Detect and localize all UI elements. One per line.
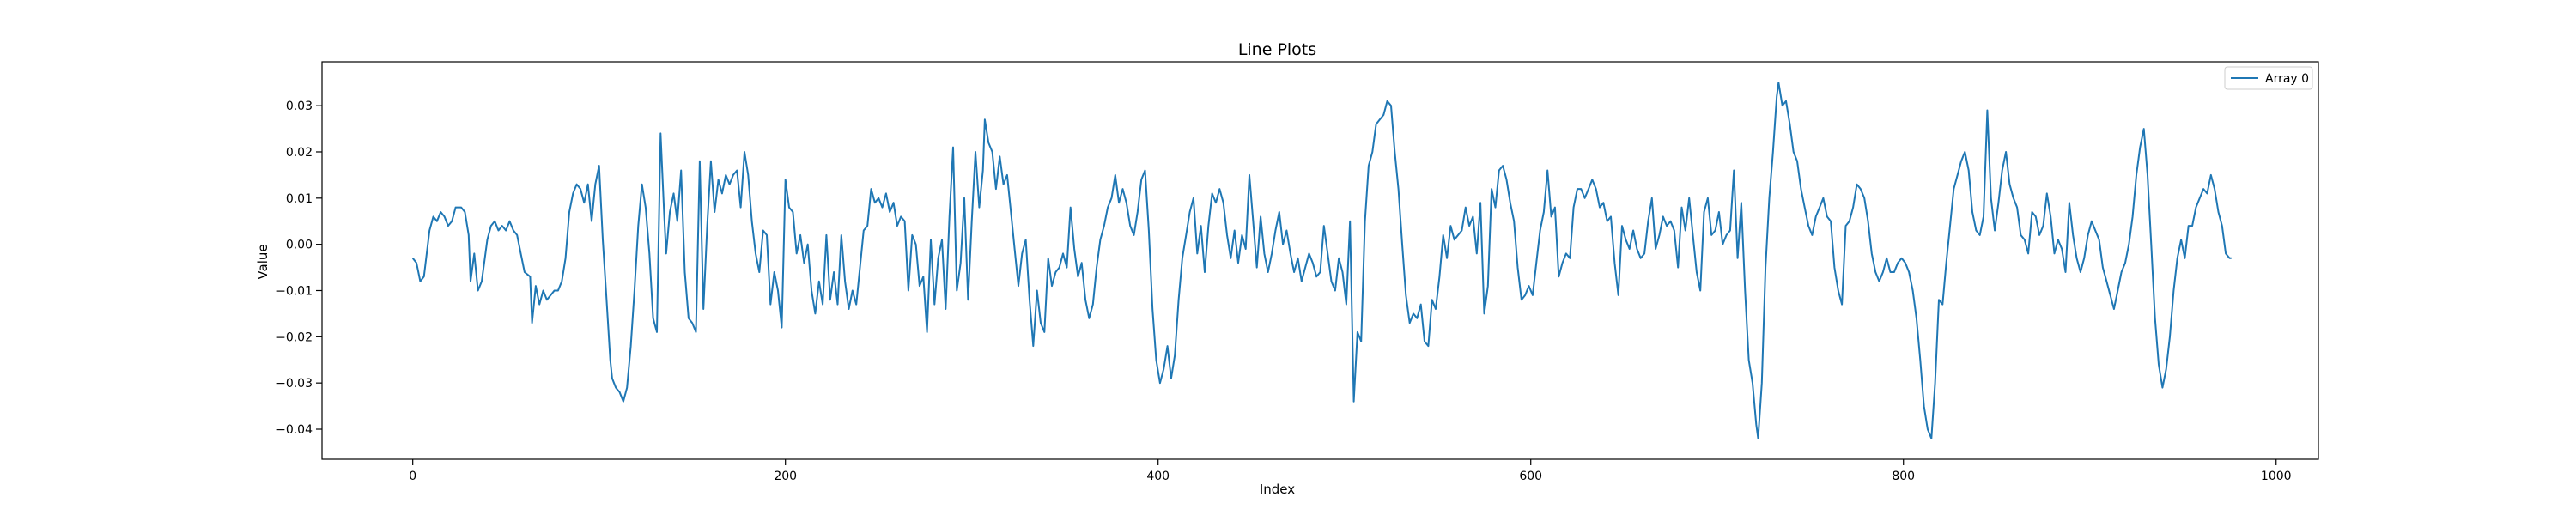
x-axis: 0 200 400 600 800 1000 [409, 459, 2292, 483]
x-tick-label: 0 [409, 470, 416, 483]
y-tick-label: 0.03 [286, 100, 313, 113]
y-tick-label: 0.01 [286, 192, 313, 206]
x-tick-label: 600 [1519, 470, 1542, 483]
plot-frame [321, 61, 2319, 460]
legend-entry-label: Array 0 [2265, 72, 2309, 86]
y-tick-label: −0.04 [276, 423, 313, 437]
plot-area [411, 82, 2232, 439]
y-axis: −0.04 −0.03 −0.02 −0.01 0.00 0.01 0.02 0.03 [276, 100, 322, 437]
y-axis-label: Value [255, 244, 270, 279]
y-tick-label: −0.02 [276, 330, 313, 344]
x-tick-label: 1000 [2261, 470, 2292, 483]
y-tick-label: −0.03 [276, 377, 313, 391]
x-tick-label: 400 [1146, 470, 1170, 483]
y-tick-label: 0.00 [286, 239, 313, 252]
chart-title: Line Plots [1238, 40, 1316, 59]
series-line-array-0 [411, 82, 2232, 439]
legend-box [2224, 66, 2313, 90]
x-tick-label: 800 [1892, 470, 1915, 483]
y-tick-label: −0.01 [276, 284, 313, 298]
x-tick-label: 200 [774, 470, 797, 483]
y-tick-label: 0.02 [286, 146, 313, 160]
legend: Array 0 [2224, 66, 2313, 90]
x-axis-label: Index [1260, 482, 1295, 497]
